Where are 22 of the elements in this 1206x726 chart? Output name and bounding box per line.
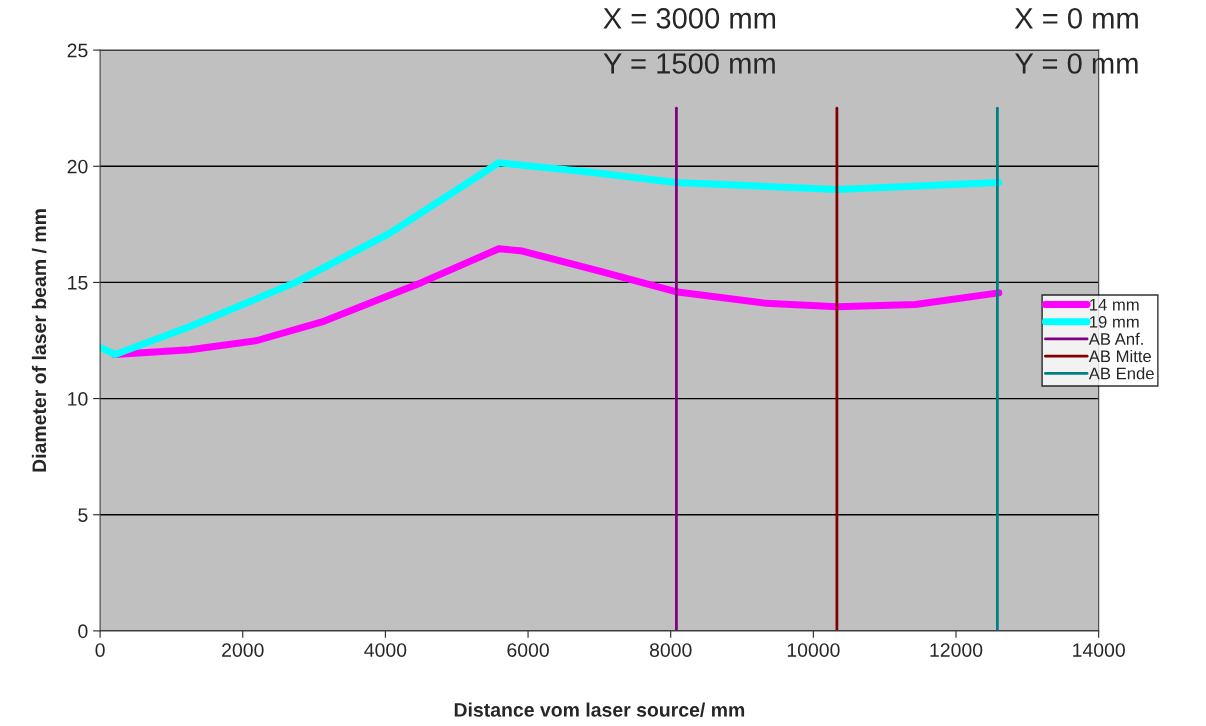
legend-label: 19 mm [1090,315,1139,328]
x-tick-label: 14000 [1073,643,1125,657]
x-axis-title: Distance vom laser source/ mm [454,702,745,717]
legend-label: AB Anf. [1088,332,1143,345]
y-tick-label: 5 [78,508,88,522]
annotation: X = 3000 mm Y = 1500 mm [603,8,776,74]
y-tick-label: 25 [67,43,88,58]
x-tick-label: 12000 [930,643,983,657]
x-tick-label: 4000 [364,643,407,657]
y-tick-label: 10 [68,392,88,406]
legend-label: AB Ende [1088,367,1154,380]
x-tick-label: 10000 [787,643,840,657]
y-tick-label: 15 [68,276,88,290]
y-axis-title: Diameter of laser beam / mm [31,209,47,472]
x-tick-label: 8000 [649,643,692,657]
legend-label: AB Mitte [1088,349,1151,363]
x-tick-label: 6000 [507,643,549,657]
y-tick-label: 20 [67,159,88,174]
x-tick-label: 0 [95,643,105,657]
x-tick-label: 2000 [222,643,264,657]
y-tick-label: 0 [78,624,88,639]
legend-label: 14 mm [1090,298,1139,311]
